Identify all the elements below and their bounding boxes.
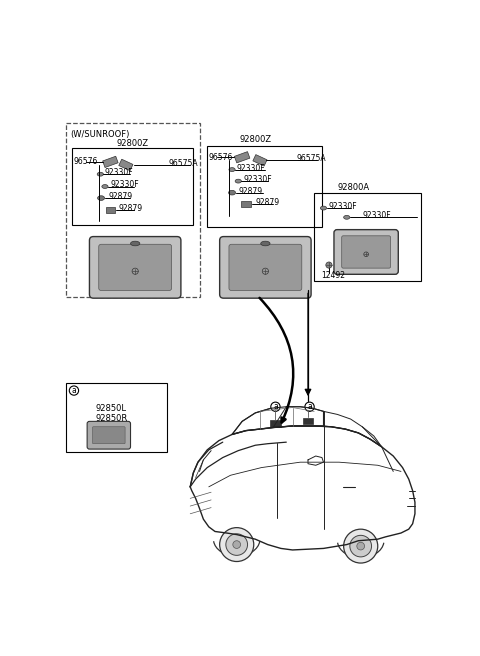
Text: 92850R: 92850R [96, 414, 128, 422]
Ellipse shape [261, 241, 270, 246]
Circle shape [262, 268, 268, 274]
Ellipse shape [229, 168, 235, 171]
Circle shape [344, 529, 378, 563]
Circle shape [220, 527, 254, 562]
Bar [314, 193, 421, 281]
Ellipse shape [131, 241, 140, 246]
Text: 92879: 92879 [255, 198, 279, 207]
FancyBboxPatch shape [229, 244, 302, 291]
Bar [72, 148, 193, 225]
Bar [106, 207, 115, 213]
Ellipse shape [235, 179, 241, 183]
Ellipse shape [344, 215, 350, 219]
Text: 92879: 92879 [238, 187, 263, 195]
FancyBboxPatch shape [334, 230, 398, 274]
Text: (W/SUNROOF): (W/SUNROOF) [70, 129, 130, 138]
FancyBboxPatch shape [89, 237, 181, 298]
Bar [234, 152, 250, 163]
Ellipse shape [97, 195, 105, 200]
Circle shape [364, 252, 369, 256]
Text: 96575A: 96575A [296, 154, 326, 163]
Text: 92800Z: 92800Z [240, 135, 272, 144]
FancyBboxPatch shape [342, 236, 391, 268]
Bar [66, 383, 167, 452]
Ellipse shape [102, 184, 108, 188]
FancyArrowPatch shape [260, 298, 293, 422]
Text: 96576: 96576 [73, 157, 97, 167]
Circle shape [350, 535, 372, 557]
Text: 92800Z: 92800Z [117, 139, 149, 148]
Text: 92330F: 92330F [105, 168, 133, 177]
Bar [207, 146, 322, 228]
Text: 92330F: 92330F [329, 202, 358, 211]
Text: 92330F: 92330F [362, 211, 391, 220]
Ellipse shape [97, 173, 103, 176]
Circle shape [357, 543, 365, 550]
Bar [103, 156, 118, 167]
Bar [240, 201, 252, 207]
Text: 96576: 96576 [208, 153, 232, 162]
Text: 92330F: 92330F [237, 163, 265, 173]
Circle shape [271, 402, 280, 411]
Text: 92330F: 92330F [244, 175, 272, 184]
Text: 92879: 92879 [108, 192, 132, 201]
Text: 96575A: 96575A [168, 159, 198, 168]
Bar [303, 417, 312, 424]
Circle shape [69, 386, 79, 395]
Bar [253, 155, 267, 166]
Text: 92330F: 92330F [110, 180, 139, 190]
Text: a: a [72, 386, 76, 395]
Circle shape [132, 268, 138, 274]
Text: a: a [273, 402, 278, 411]
FancyBboxPatch shape [87, 421, 131, 449]
Text: 92800A: 92800A [337, 184, 370, 192]
FancyBboxPatch shape [220, 237, 311, 298]
Text: 12492: 12492 [321, 272, 345, 280]
Bar [119, 159, 133, 171]
Text: 92879: 92879 [118, 203, 142, 213]
FancyBboxPatch shape [93, 427, 125, 443]
Circle shape [326, 262, 332, 268]
Circle shape [226, 534, 248, 556]
Text: 92850L: 92850L [96, 405, 127, 413]
Ellipse shape [228, 190, 236, 195]
Circle shape [305, 402, 314, 411]
Bar [270, 420, 281, 427]
FancyBboxPatch shape [99, 244, 172, 291]
Bar [66, 123, 200, 297]
Text: a: a [307, 402, 312, 411]
Circle shape [233, 541, 240, 548]
Ellipse shape [321, 206, 326, 210]
